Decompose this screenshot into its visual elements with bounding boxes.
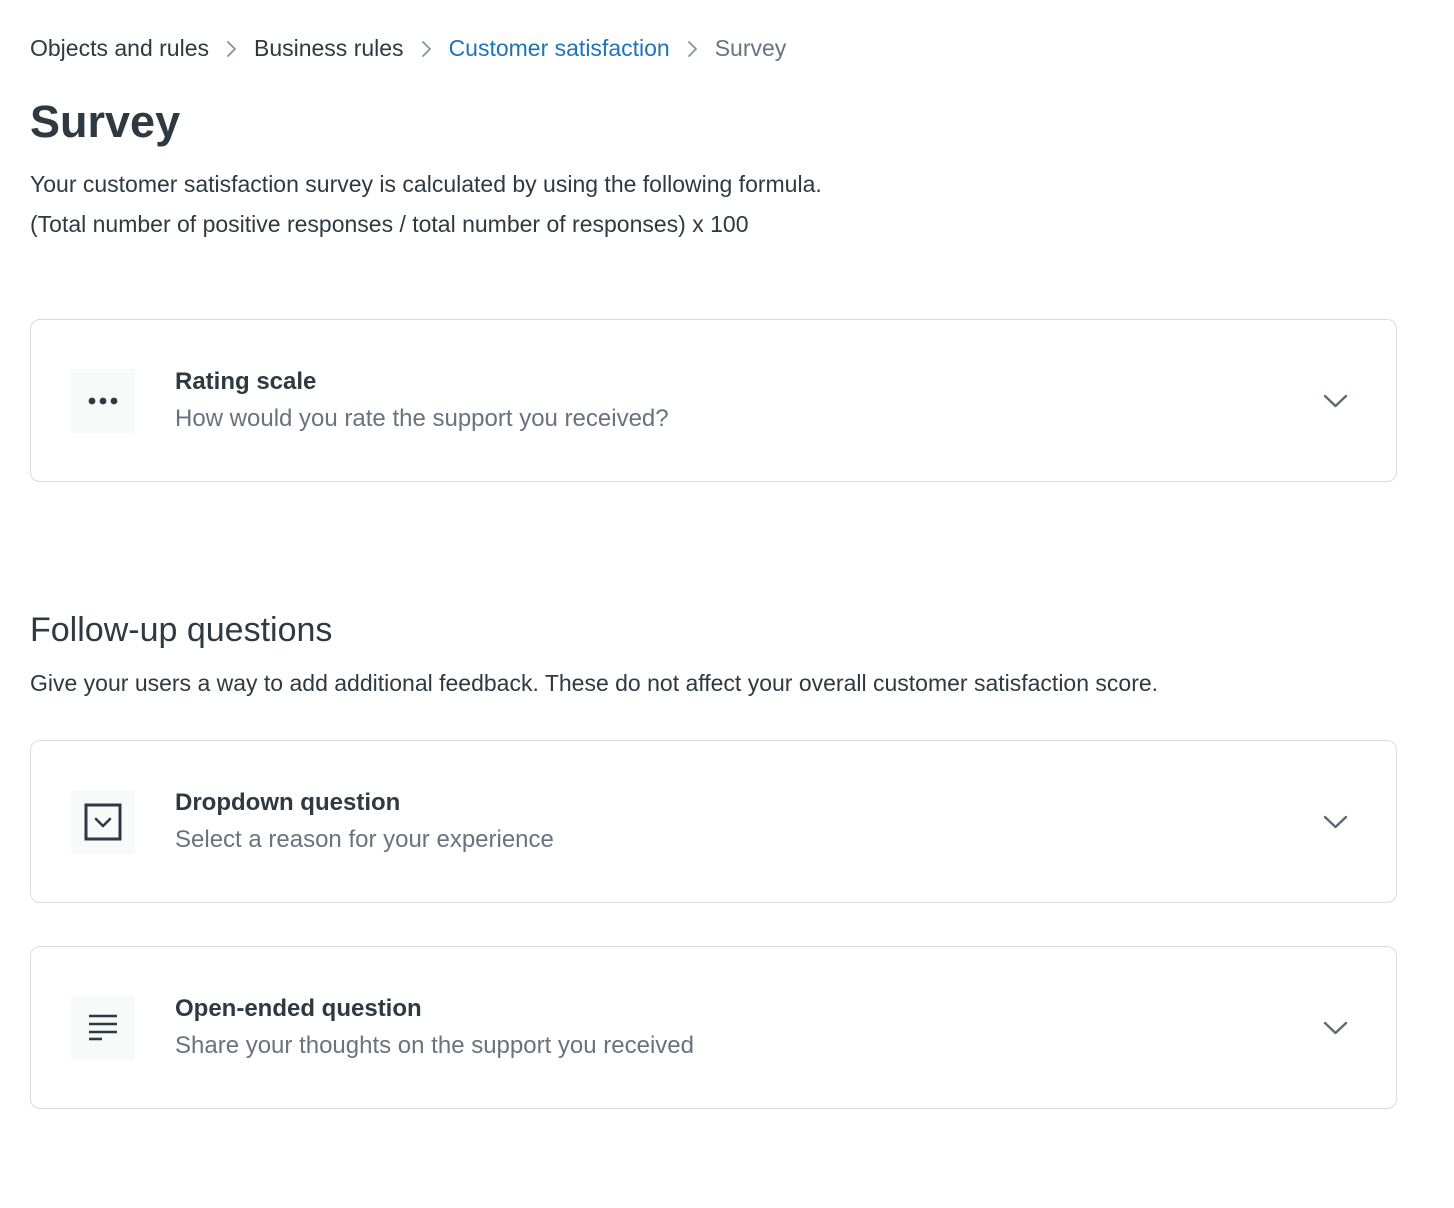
page-title: Survey (30, 96, 181, 147)
dropdown-question-card[interactable]: Dropdown question Select a reason for yo… (30, 740, 1397, 903)
breadcrumb-item-survey: Survey (714, 35, 787, 61)
breadcrumb-item-business-rules: Business rules (253, 35, 404, 61)
open-ended-question-card-text: Open-ended question Share your thoughts … (175, 995, 1317, 1060)
card-subtitle: Share your thoughts on the support you r… (175, 1032, 694, 1059)
card-title: Dropdown question (175, 789, 401, 816)
text-lines-icon (71, 995, 135, 1060)
card-title: Open-ended question (175, 995, 422, 1022)
dropdown-question-card-text: Dropdown question Select a reason for yo… (175, 789, 1317, 854)
card-subtitle: Select a reason for your experience (175, 826, 554, 853)
breadcrumb: Objects and rules Business rules Custome… (30, 34, 1397, 62)
open-ended-question-card[interactable]: Open-ended question Share your thoughts … (30, 946, 1397, 1109)
breadcrumb-link-customer-satisfaction[interactable]: Customer satisfaction (448, 35, 670, 61)
followup-section-description: Give your users a way to add additional … (30, 670, 1159, 696)
rating-scale-card-text: Rating scale How would you rate the supp… (175, 368, 1317, 433)
chevron-right-icon (687, 40, 698, 58)
followup-section-title: Follow-up questions (30, 611, 333, 649)
chevron-down-icon[interactable] (1317, 388, 1354, 414)
chevron-right-icon (421, 40, 432, 58)
page-content: Objects and rules Business rules Custome… (30, 34, 1397, 1109)
chevron-down-icon[interactable] (1317, 809, 1354, 835)
card-title: Rating scale (175, 368, 317, 395)
chevron-down-icon[interactable] (1317, 1015, 1354, 1041)
rating-scale-card[interactable]: Rating scale How would you rate the supp… (30, 319, 1397, 482)
breadcrumb-item-objects-and-rules: Objects and rules (30, 35, 209, 61)
page-description: Your customer satisfaction survey is cal… (30, 164, 1397, 244)
card-subtitle: How would you rate the support you recei… (175, 405, 669, 432)
chevron-right-icon (226, 40, 237, 58)
page-description-line-2: (Total number of positive responses / to… (30, 211, 749, 237)
dropdown-icon (71, 789, 135, 854)
ellipsis-icon (71, 368, 135, 433)
page-description-line-1: Your customer satisfaction survey is cal… (30, 171, 822, 197)
